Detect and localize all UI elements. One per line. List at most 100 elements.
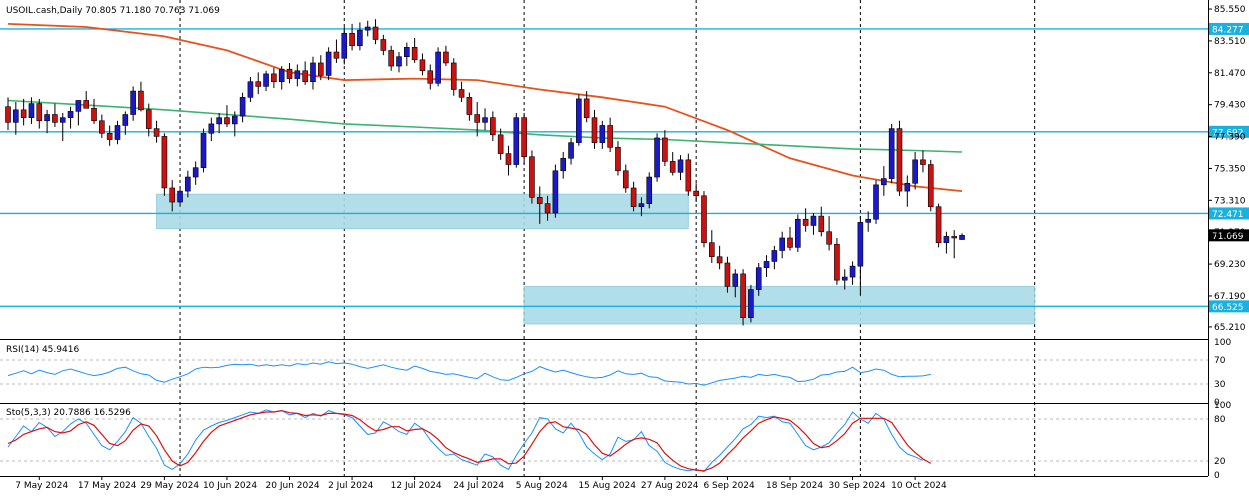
rsi-tick-label: 0 <box>1214 398 1220 408</box>
candle-body <box>818 215 825 233</box>
candle <box>177 186 183 207</box>
candle-body <box>677 159 684 173</box>
candle-body <box>849 265 856 278</box>
candle-body <box>497 134 504 154</box>
time-tick-label: 6 Sep 2024 <box>703 481 755 491</box>
candle <box>20 98 27 126</box>
candle <box>13 102 19 135</box>
candle <box>646 172 653 209</box>
candle-body <box>153 128 160 137</box>
candle <box>364 20 371 37</box>
candle-body <box>943 236 950 243</box>
moving-average-slow <box>7 99 963 153</box>
candle <box>622 164 629 193</box>
candle-body <box>920 159 926 165</box>
candle-body <box>411 47 418 61</box>
stoch-main-line <box>7 409 924 473</box>
candle <box>482 108 488 131</box>
candle-body <box>341 32 348 59</box>
candle-body <box>404 47 410 57</box>
candle-body <box>740 273 746 318</box>
candle-body <box>896 128 903 192</box>
candle-body <box>568 142 574 159</box>
candle-body <box>208 123 215 134</box>
candle-body <box>748 289 754 318</box>
candle <box>91 98 97 124</box>
candle <box>67 106 74 129</box>
candle <box>513 112 520 168</box>
time-tick-label: 10 Oct 2024 <box>891 481 947 491</box>
time-tick-label: 17 May 2024 <box>78 481 137 491</box>
candle <box>959 233 965 240</box>
rsi-tick-label: 30 <box>1214 380 1226 390</box>
candle-body <box>357 29 363 47</box>
candle-body <box>169 187 176 203</box>
candle <box>247 77 254 103</box>
candle-body <box>951 236 958 239</box>
candle <box>787 227 793 251</box>
candle <box>920 150 926 173</box>
candle <box>943 231 950 254</box>
candle-body <box>857 222 864 267</box>
candle-body <box>708 242 715 258</box>
candle-body <box>310 62 316 83</box>
price-tick-label: 69.230 <box>1214 260 1246 270</box>
candle-body <box>231 115 238 125</box>
candle <box>28 97 35 124</box>
candle <box>662 130 668 167</box>
candle-body <box>443 51 449 64</box>
candle <box>114 120 121 145</box>
candle-body <box>638 203 645 208</box>
candle <box>896 120 903 196</box>
candle <box>505 145 512 176</box>
candle <box>576 94 582 146</box>
support-resistance-zone <box>156 193 689 230</box>
candle <box>372 19 379 45</box>
candle-body <box>263 73 269 87</box>
candle <box>771 245 778 270</box>
rsi-tick-label: 70 <box>1214 356 1226 366</box>
candle <box>130 86 136 121</box>
candle <box>521 112 527 165</box>
time-tick-label: 7 May 2024 <box>15 481 68 491</box>
candle-body <box>615 147 621 172</box>
price-tick-label: 81.470 <box>1214 69 1246 79</box>
candle-body <box>325 51 332 76</box>
candle <box>310 56 316 90</box>
candle <box>849 261 856 285</box>
time-tick-label: 10 Jun 2024 <box>203 481 257 491</box>
time-tick-label: 2 Jul 2024 <box>328 481 373 491</box>
candle-body <box>145 109 152 129</box>
candle <box>927 159 934 212</box>
price-tick-label: 85.550 <box>1214 5 1246 15</box>
candle-body <box>865 218 872 223</box>
candle-body <box>20 109 27 118</box>
candle <box>200 128 207 173</box>
candle-body <box>200 132 207 168</box>
last-price-label: 71.069 <box>1212 232 1244 242</box>
candle-body <box>881 178 887 186</box>
candle-body <box>810 215 817 226</box>
candle <box>818 206 825 237</box>
price-tick-label: 65.210 <box>1214 323 1246 333</box>
candle-body <box>28 103 35 118</box>
stoch-signal-line <box>7 409 932 472</box>
candle-body <box>599 125 606 143</box>
candle <box>380 34 387 56</box>
level-price-label: 66.525 <box>1212 303 1244 313</box>
candle-body <box>255 81 262 87</box>
candle <box>599 120 606 149</box>
price-tick-label: 67.190 <box>1214 292 1246 302</box>
candle <box>826 216 832 251</box>
stoch-label: Sto(5,3,3) 20.7886 16.5296 <box>6 408 131 418</box>
price-tick-label: 75.350 <box>1214 164 1246 174</box>
candle <box>239 92 246 123</box>
candle-body <box>114 125 121 140</box>
candle-body <box>834 243 840 281</box>
candle-body <box>544 203 551 214</box>
level-price-tag <box>1209 300 1249 313</box>
candle <box>224 105 230 128</box>
candle-body <box>474 114 481 123</box>
